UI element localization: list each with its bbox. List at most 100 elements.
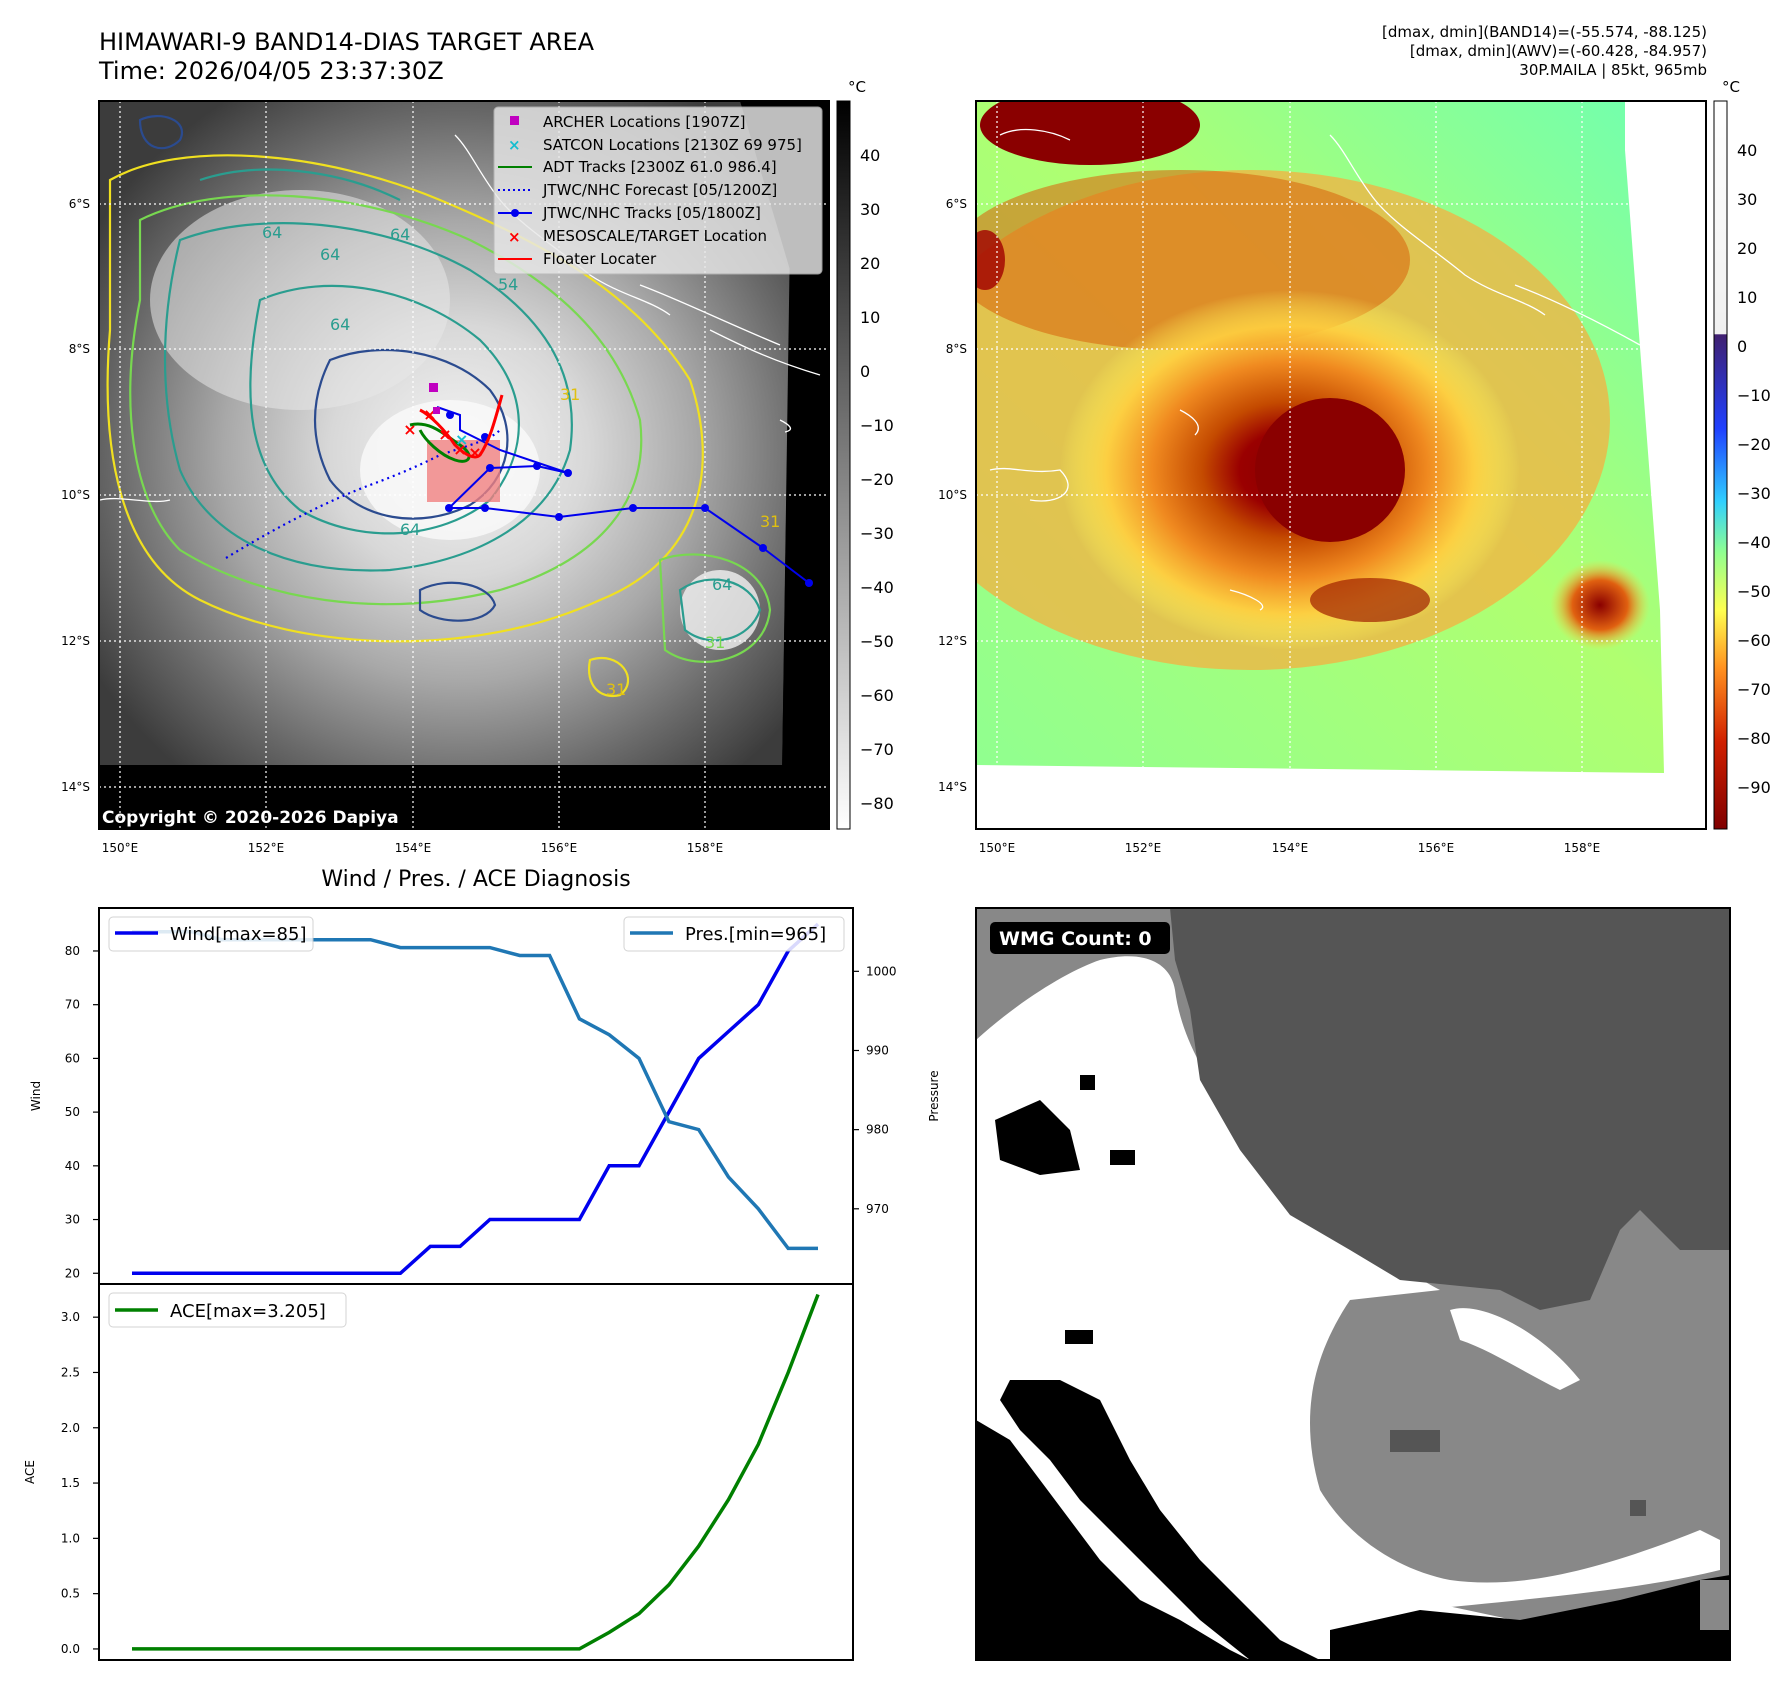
svg-text:−10: −10 (860, 416, 894, 435)
svg-text:−30: −30 (1737, 484, 1771, 503)
svg-text:−70: −70 (860, 740, 894, 759)
lon-tick: 152°E (1125, 841, 1162, 855)
y-tick-label: 60 (65, 1051, 80, 1065)
lat-tick: 8°S (946, 342, 967, 356)
archer-marker (429, 383, 438, 392)
svg-text:10: 10 (860, 308, 880, 327)
lat-tick: 6°S (69, 197, 90, 211)
legend-archer-swatch (510, 116, 519, 125)
lon-tick: 154°E (1272, 841, 1309, 855)
ir-colorbar: °C 40 30 20 10 0 −10 −20 −30 −40 −50 −60… (836, 78, 894, 830)
svg-text:−80: −80 (860, 794, 894, 813)
copyright-text: Copyright © 2020-2026 Dapiya (102, 808, 399, 828)
lat-tick: 10°S (938, 488, 967, 502)
awv-lat-ticks: 6°S 8°S 10°S 12°S 14°S (938, 197, 967, 794)
svg-text:64: 64 (262, 223, 282, 242)
wind-legend-label: Wind[max=85] (170, 924, 307, 945)
lat-tick: 12°S (61, 634, 90, 648)
svg-text:×: × (453, 440, 466, 459)
ace-chart: 0.0 0.5 1.0 1.5 2.0 2.5 3.0 ACE ACE[max=3.205] (23, 1283, 854, 1661)
ir-contours (106, 115, 772, 698)
pres-legend: Pres.[min=965] (623, 916, 845, 952)
info-band14-range: [dmax, dmin](BAND14)=(-55.574, -88.125) (1382, 23, 1707, 41)
ir-colorbar-ticks: 40 30 20 10 0 −10 −20 −30 −40 −50 −60 −7… (860, 146, 894, 813)
wind-series-line (132, 922, 820, 1276)
svg-text:40: 40 (860, 146, 880, 165)
lat-tick: 14°S (61, 780, 90, 794)
lat-tick: 6°S (946, 197, 967, 211)
svg-text:×: × (468, 443, 481, 462)
svg-text:64: 64 (400, 520, 420, 539)
y-tick-label: 1.5 (61, 1476, 80, 1490)
y-tick-label: 990 (866, 1043, 889, 1057)
lat-tick: 12°S (938, 634, 967, 648)
svg-text:31: 31 (606, 680, 626, 699)
info-awv-range: [dmax, dmin](AWV)=(-60.428, -84.957) (1409, 42, 1707, 60)
awv-map-panel (976, 101, 1706, 829)
svg-text:54: 54 (498, 275, 518, 294)
legend-satcon-label: SATCON Locations [2130Z 69 975] (543, 136, 802, 154)
mesoscale-markers: ×××× × (403, 405, 481, 462)
lon-tick: 152°E (248, 841, 285, 855)
map-legend: ARCHER Locations [1907Z] × SATCON Locati… (493, 106, 823, 275)
y-tick-label: 970 (866, 1202, 889, 1216)
svg-text:30: 30 (860, 200, 880, 219)
svg-text:64: 64 (712, 575, 732, 594)
legend-mesoscale-swatch: × (508, 228, 521, 246)
wmg-white-region (976, 956, 1720, 1610)
y-tick-label: 3.0 (61, 1310, 80, 1324)
wind-y-ticks: 20 30 40 50 60 70 80 (65, 944, 99, 1280)
svg-text:×: × (403, 420, 416, 439)
ir-contour-labels: 64 64 64 54 64 31 31 31 64 64 31 (262, 223, 780, 699)
svg-text:31: 31 (560, 385, 580, 404)
legend-satcon-swatch: × (508, 136, 521, 154)
awv-coastlines (989, 128, 1641, 611)
diag-title: Wind / Pres. / ACE Diagnosis (321, 867, 630, 892)
ace-series-line (132, 1293, 820, 1651)
lon-tick: 158°E (687, 841, 724, 855)
lon-tick: 150°E (979, 841, 1016, 855)
awv-gridlines (976, 101, 1706, 829)
ace-y-ticks: 0.0 0.5 1.0 1.5 2.0 2.5 3.0 (61, 1310, 99, 1656)
svg-text:−40: −40 (1737, 533, 1771, 552)
figure-title: HIMAWARI-9 BAND14-DIAS TARGET AREA (99, 28, 595, 56)
ace-legend-label: ACE[max=3.205] (170, 1301, 326, 1322)
svg-text:64: 64 (320, 245, 340, 264)
lon-tick: 154°E (395, 841, 432, 855)
svg-text:−20: −20 (1737, 435, 1771, 454)
wind-pres-chart: 20 30 40 50 60 70 80 970 980 990 1000 Wind Pressu… (29, 907, 941, 1285)
wmg-count-label: WMG Count: 0 (999, 928, 1152, 950)
svg-text:−50: −50 (1737, 582, 1771, 601)
lon-tick: 156°E (541, 841, 578, 855)
awv-lon-ticks: 150°E 152°E 154°E 156°E 158°E (979, 841, 1601, 855)
svg-text:−50: −50 (860, 632, 894, 651)
ace-legend: ACE[max=3.205] (108, 1292, 347, 1328)
y-tick-label: 2.0 (61, 1421, 80, 1435)
y-tick-label: 80 (65, 944, 80, 958)
svg-text:−90: −90 (1737, 778, 1771, 797)
legend-mesoscale-label: MESOSCALE/TARGET Location (543, 227, 767, 245)
wind-axis-label: Wind (29, 1081, 43, 1111)
legend-adt-label: ADT Tracks [2300Z 61.0 986.4] (543, 158, 777, 176)
y-tick-label: 0.5 (61, 1587, 80, 1601)
svg-text:0: 0 (860, 362, 870, 381)
y-tick-label: 1000 (866, 964, 897, 978)
legend-floater-label: Floater Locater (543, 250, 657, 268)
svg-text:−60: −60 (860, 686, 894, 705)
lat-tick: 14°S (938, 780, 967, 794)
adt-track (409, 422, 471, 463)
lon-tick: 156°E (1418, 841, 1455, 855)
legend-tracks-label: JTWC/NHC Tracks [05/1800Z] (542, 204, 761, 222)
pres-legend-label: Pres.[min=965] (685, 924, 826, 945)
legend-archer-label: ARCHER Locations [1907Z] (543, 113, 746, 131)
svg-text:−80: −80 (1737, 729, 1771, 748)
wmg-black-region (976, 1075, 1730, 1660)
svg-text:31: 31 (760, 512, 780, 531)
archer-marker (433, 407, 440, 414)
wmg-count-badge (990, 922, 1170, 954)
lon-tick: 158°E (1564, 841, 1601, 855)
svg-text:−10: −10 (1737, 386, 1771, 405)
svg-text:64: 64 (330, 315, 350, 334)
wind-legend: Wind[max=85] (108, 916, 314, 952)
